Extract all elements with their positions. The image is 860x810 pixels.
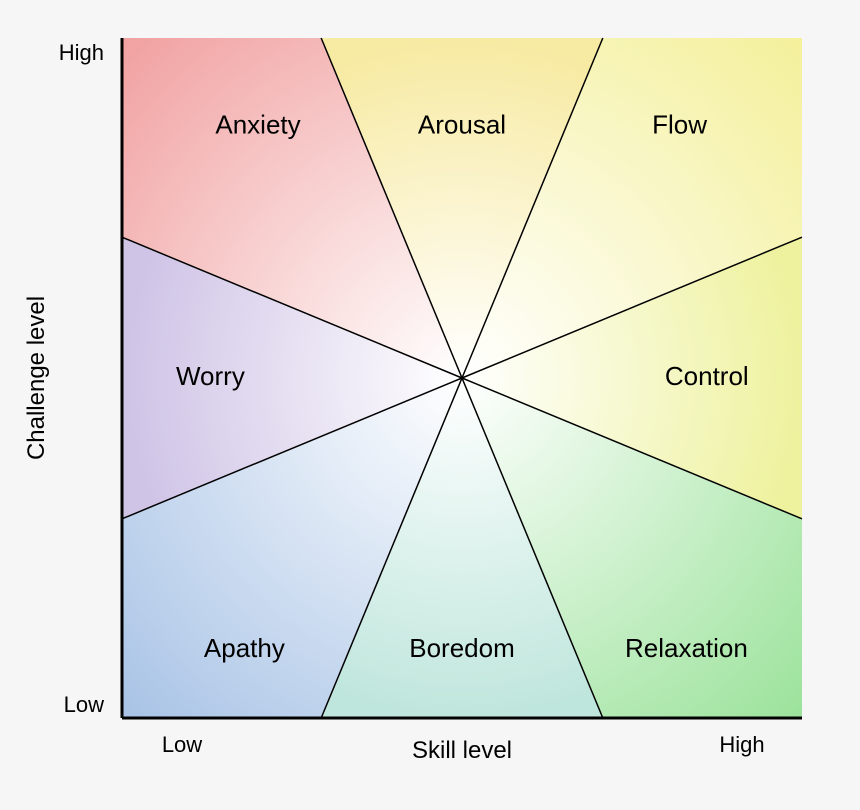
- y-low-label: Low: [64, 692, 104, 717]
- label-anxiety: Anxiety: [215, 109, 300, 139]
- label-worry: Worry: [176, 361, 245, 391]
- x-axis-label: Skill level: [412, 737, 512, 764]
- x-high-label: High: [719, 732, 764, 757]
- y-axis-label: Challenge level: [23, 296, 50, 460]
- flow-diagram: Anxiety Arousal Flow Control Relaxation Bored…: [0, 0, 860, 810]
- label-boredom: Boredom: [409, 633, 515, 663]
- label-relaxation: Relaxation: [625, 633, 748, 663]
- label-flow: Flow: [652, 109, 707, 139]
- y-high-label: High: [59, 40, 104, 65]
- label-control: Control: [665, 361, 749, 391]
- x-low-label: Low: [162, 732, 202, 757]
- label-apathy: Apathy: [204, 633, 285, 663]
- label-arousal: Arousal: [418, 109, 506, 139]
